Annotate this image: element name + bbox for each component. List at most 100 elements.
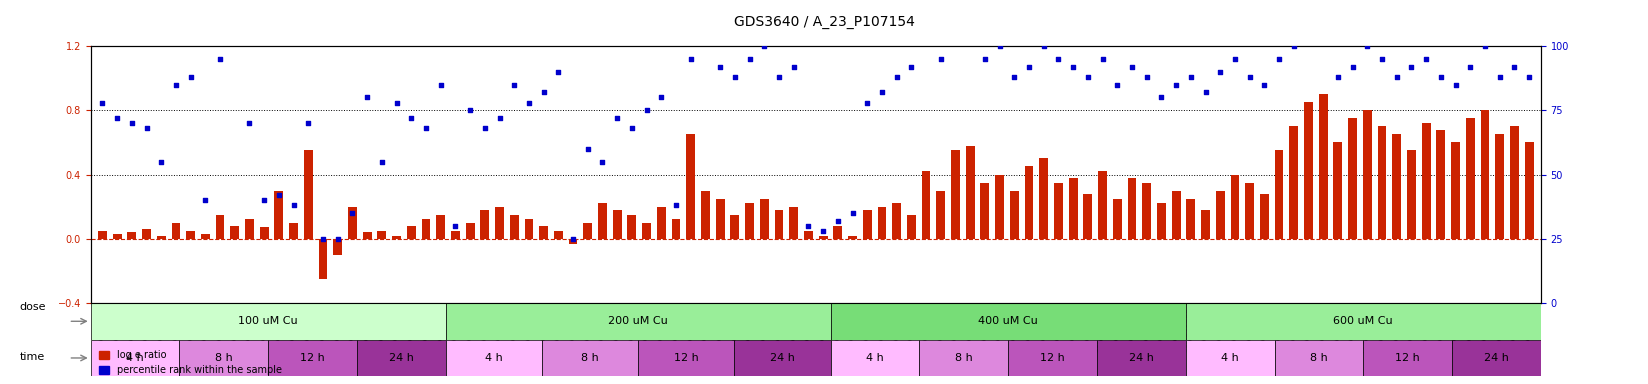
Point: [943, 17, 969, 23]
FancyBboxPatch shape: [91, 339, 180, 376]
Text: 400 uM Cu: 400 uM Cu: [979, 316, 1038, 326]
Bar: [303, 151, 313, 239]
Point: [1030, 43, 1056, 49]
Bar: [157, 235, 166, 239]
Point: [280, 202, 307, 209]
Bar: [1289, 126, 1299, 239]
Point: [987, 43, 1014, 49]
Point: [692, 30, 719, 36]
Bar: [1112, 199, 1122, 239]
Bar: [231, 226, 239, 239]
Bar: [789, 207, 798, 239]
Bar: [951, 151, 959, 239]
Bar: [849, 235, 857, 239]
Point: [737, 56, 763, 62]
Point: [1340, 64, 1366, 70]
Point: [605, 115, 631, 121]
Bar: [1127, 178, 1137, 239]
Bar: [700, 190, 710, 239]
Bar: [1333, 142, 1343, 239]
Bar: [1216, 190, 1224, 239]
Bar: [1172, 190, 1180, 239]
FancyBboxPatch shape: [831, 339, 920, 376]
Text: 12 h: 12 h: [1396, 353, 1421, 363]
Point: [824, 218, 850, 224]
Bar: [318, 239, 328, 279]
Bar: [481, 210, 489, 239]
Point: [295, 120, 321, 126]
FancyBboxPatch shape: [831, 303, 1185, 339]
Bar: [186, 231, 194, 239]
Point: [471, 125, 498, 131]
Point: [633, 107, 659, 113]
Bar: [509, 215, 519, 239]
FancyBboxPatch shape: [1363, 339, 1452, 376]
Point: [809, 228, 836, 234]
Bar: [407, 226, 415, 239]
Bar: [1040, 159, 1048, 239]
Bar: [275, 190, 283, 239]
FancyBboxPatch shape: [1452, 339, 1541, 376]
Point: [1310, 17, 1337, 23]
Point: [1045, 56, 1071, 62]
Bar: [97, 231, 107, 239]
Bar: [1524, 142, 1534, 239]
Bar: [466, 223, 475, 239]
Bar: [1363, 110, 1371, 239]
Bar: [1393, 134, 1401, 239]
Point: [119, 120, 145, 126]
Text: 24 h: 24 h: [770, 353, 794, 363]
Bar: [892, 204, 901, 239]
FancyBboxPatch shape: [1185, 339, 1274, 376]
Point: [648, 94, 674, 101]
Bar: [392, 235, 400, 239]
Point: [722, 74, 748, 80]
Point: [883, 74, 910, 80]
Point: [163, 81, 190, 88]
Bar: [348, 207, 358, 239]
Bar: [672, 219, 681, 239]
Point: [456, 107, 483, 113]
Point: [221, 30, 247, 36]
Point: [1149, 94, 1175, 101]
Bar: [216, 215, 224, 239]
Bar: [524, 219, 534, 239]
Point: [412, 125, 438, 131]
Bar: [201, 234, 209, 239]
Bar: [1304, 102, 1313, 239]
Bar: [1348, 118, 1356, 239]
Point: [913, 30, 939, 36]
Point: [677, 56, 704, 62]
Bar: [142, 229, 152, 239]
Bar: [554, 231, 562, 239]
FancyBboxPatch shape: [920, 339, 1009, 376]
Point: [1472, 43, 1498, 49]
Bar: [246, 219, 254, 239]
Text: 24 h: 24 h: [1485, 353, 1510, 363]
Bar: [1157, 204, 1165, 239]
Bar: [539, 226, 549, 239]
Point: [1178, 74, 1205, 80]
Bar: [981, 182, 989, 239]
Legend: log e ratio, percentile rank within the sample: log e ratio, percentile rank within the …: [96, 346, 285, 379]
Point: [1427, 74, 1454, 80]
Bar: [288, 223, 298, 239]
Point: [545, 69, 572, 75]
Bar: [1378, 126, 1386, 239]
Point: [751, 43, 778, 49]
Text: dose: dose: [20, 302, 46, 312]
Point: [501, 81, 527, 88]
Bar: [995, 174, 1004, 239]
Bar: [1098, 171, 1107, 239]
Point: [1457, 64, 1483, 70]
Bar: [1510, 126, 1519, 239]
Bar: [864, 210, 872, 239]
Point: [1266, 56, 1292, 62]
FancyBboxPatch shape: [1098, 339, 1185, 376]
Point: [972, 56, 999, 62]
Bar: [1231, 174, 1239, 239]
Text: 600 uM Cu: 600 uM Cu: [1333, 316, 1393, 326]
Point: [1221, 56, 1248, 62]
Text: 8 h: 8 h: [214, 353, 232, 363]
Bar: [745, 204, 755, 239]
